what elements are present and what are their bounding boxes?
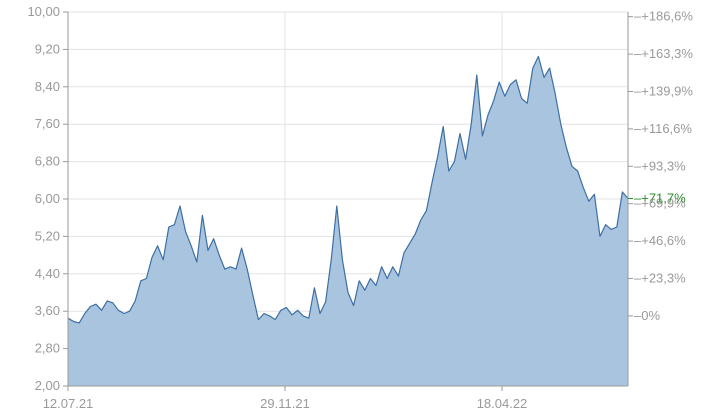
y-tick-label: 7,60	[35, 116, 60, 131]
y-tick-label: 6,80	[35, 154, 60, 169]
x-tick-label: 18.04.22	[477, 396, 528, 411]
x-tick-label: 12.07.21	[43, 396, 94, 411]
right-tick-label: –+69,9%	[634, 196, 686, 211]
y-tick-label: 5,20	[35, 228, 60, 243]
right-tick-label: –+93,3%	[634, 158, 686, 173]
x-tick-label: 29.11.21	[260, 396, 310, 411]
y-tick-label: 4,40	[35, 266, 60, 281]
y-tick-label: 3,60	[35, 303, 60, 318]
right-tick-label: –+139,9%	[634, 83, 693, 98]
right-tick-label: –0%	[634, 308, 660, 323]
y-tick-label: 8,40	[35, 79, 60, 94]
y-tick-label: 9,20	[35, 41, 60, 56]
price-line	[67, 55, 629, 324]
y-tick-label: 6,00	[35, 191, 60, 206]
y-tick-label: 2,00	[35, 378, 60, 393]
right-tick-label: –+163,3%	[634, 46, 693, 61]
right-tick-label: –+46,6%	[634, 233, 686, 248]
y-tick-label: 2,80	[35, 341, 60, 356]
right-tick-label: –+186,6%	[634, 9, 693, 24]
price-area	[68, 56, 628, 387]
right-tick-label: –+116,6%	[634, 121, 692, 136]
right-tick-label: –+23,3%	[634, 270, 686, 285]
current-value-label: –+71,7%	[634, 191, 686, 206]
y-tick-label: 10,00	[27, 4, 60, 19]
